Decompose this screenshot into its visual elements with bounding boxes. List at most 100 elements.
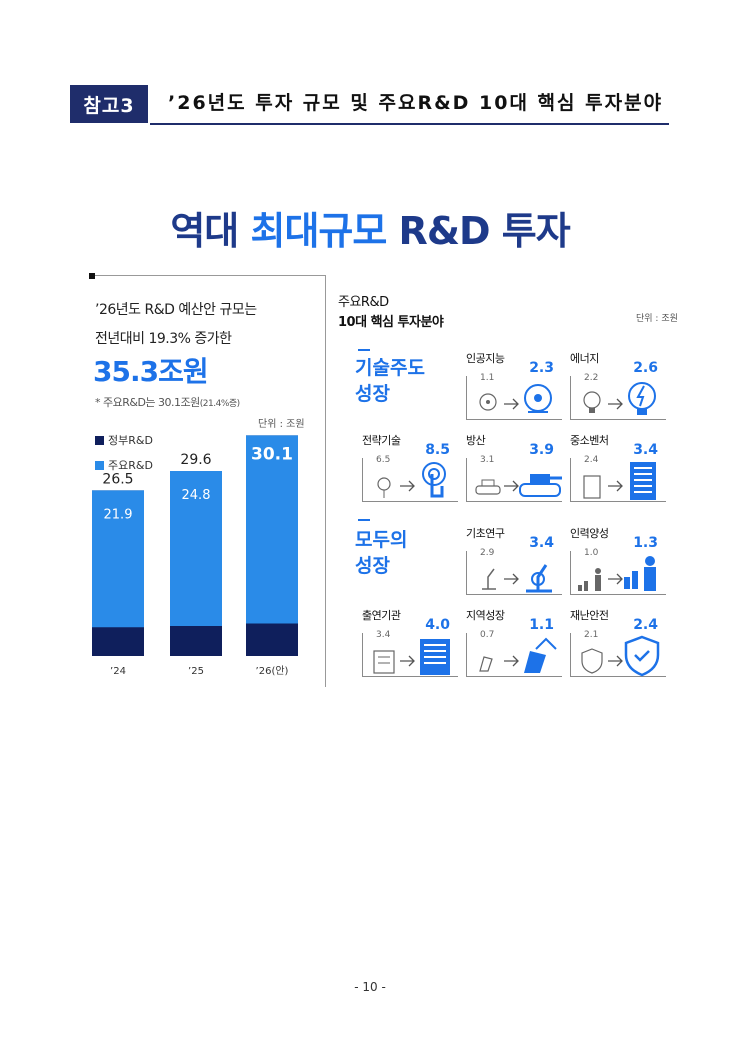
card-name: 인공지능 [466,352,505,365]
card-previous-value: 2.9 [480,548,495,558]
label-total: 26.5 [102,471,133,487]
total-budget-value: 35.3조원 [93,355,209,388]
label-major: 24.8 [182,488,211,503]
card-previous-value: 1.0 [584,548,599,558]
office-building-small-icon [583,475,601,499]
card-previous-value: 3.1 [480,455,495,465]
card-illustration [377,462,446,498]
card-illustration [581,635,660,677]
office-building-icon [630,462,656,500]
panel-divider [325,275,326,687]
group1-line1: 기술주도 [355,357,425,379]
tick-label: ’25 [188,666,204,677]
legend-major-rd: 주요R&D [95,457,153,473]
arrow-right-icon [608,655,623,667]
page-headline: 역대 최대규모 R&D 투자 [0,200,740,255]
key-areas-unit: 단위 : 조원 [636,314,678,324]
title-underline [150,123,669,125]
ai-head-icon [524,384,552,413]
person-growth-icon [624,556,656,591]
arrow-right-icon [608,480,623,492]
card-current-value: 3.4 [529,535,554,551]
card-previous-value: 6.5 [376,455,391,465]
legend-gov-rd: 정부R&D [95,432,153,448]
legend-swatch-major [95,460,104,470]
arrow-right-icon [504,398,519,410]
budget-intro: ’26년도 R&D 예산안 규모는 전년대비 19.3% 증가한 [95,296,257,354]
shield-check-icon [624,635,660,677]
budget-note: * 주요R&D는 30.1조원(21.4%증) [95,394,240,410]
card-name: 중소벤처 [570,434,609,447]
card-illustration [479,384,552,413]
institute-building-icon [420,639,450,675]
label-total: 35.3 [251,430,293,433]
investment-card: 지역성장 1.1 0.7 [466,607,562,677]
page-number: - 10 - [354,980,386,994]
headline-part1: 역대 [170,209,251,253]
arrow-right-icon [608,398,623,410]
chart-unit: 단위 : 조원 [258,419,305,430]
card-name: 방산 [466,434,486,447]
microscope-icon [526,564,552,593]
card-illustration [479,637,557,673]
institute-building-small-icon [373,650,395,674]
card-name: 에너지 [570,352,599,365]
investment-card: 재난안전 2.4 2.1 [570,607,666,677]
microscope-small-icon [482,568,496,590]
card-previous-value: 3.4 [376,630,391,640]
card-illustration [373,639,450,675]
card-illustration [482,564,552,593]
card-previous-value: 2.1 [584,630,599,640]
bar-major-rd [170,471,222,626]
arrow-right-icon [400,655,415,667]
investment-card: 에너지 2.6 2.2 [570,350,666,420]
arrow-right-icon [400,480,415,492]
card-name: 재난안전 [570,609,609,622]
tick-label: ’24 [110,666,126,677]
card-name: 출연기관 [362,609,401,622]
group1-line2: 성장 [355,383,390,405]
investment-card: 인력양성 1.3 1.0 [570,525,666,595]
card-current-value: 2.4 [633,617,658,633]
card-name: 지역성장 [466,609,505,622]
headline-part2: R&D 투자 [386,209,571,253]
panel-marker [89,273,95,279]
note-main: * 주요R&D는 30.1조원 [95,396,200,409]
region-growth-icon [524,637,557,673]
intro-line-1: ’26년도 R&D 예산안 규모는 [95,302,257,318]
headline-accent: 최대규모 [250,209,387,253]
label-major: 30.1 [251,444,293,464]
bar-major-rd [92,490,144,628]
card-axis [362,633,458,677]
card-name: 인력양성 [570,527,609,540]
arrow-right-icon [504,573,519,585]
note-small: (21.4%증) [199,399,240,409]
legend-label-major: 주요R&D [108,459,153,472]
person-growth-small-icon [578,568,601,591]
card-current-value: 2.6 [633,360,658,376]
tick-label: ’26(안) [256,665,289,677]
shield-check-small-icon [581,648,603,674]
group-shared-growth: 모두의 성장 [355,527,407,579]
card-axis [466,376,562,420]
card-illustration [578,556,656,591]
key-areas-title-line2: 10대 핵심 투자분야 [338,315,444,330]
section-badge: 참고3 [70,85,148,123]
card-axis [570,376,666,420]
panel-top-line [95,275,326,276]
tank-small-icon [475,479,501,495]
card-axis [570,458,666,502]
investment-card: 전략기술 8.5 6.5 [362,432,458,502]
card-illustration [583,462,656,500]
card-current-value: 2.3 [529,360,554,376]
intro-line-2: 전년대비 19.3% 증가한 [95,331,232,347]
touch-circuit-icon [422,462,446,498]
key-areas-title-line1: 주요R&D [338,295,389,310]
group2-line2: 성장 [355,555,390,577]
rd-budget-bar-chart: 26.5 21.9 ’24 29.6 24.8 ’25 35.3 30.1 ’26(안) [92,430,298,677]
card-axis [570,633,666,677]
arrow-right-icon [504,655,519,667]
card-illustration [583,382,656,415]
investment-card: 기초연구 3.4 2.9 [466,525,562,595]
card-axis [466,458,562,502]
